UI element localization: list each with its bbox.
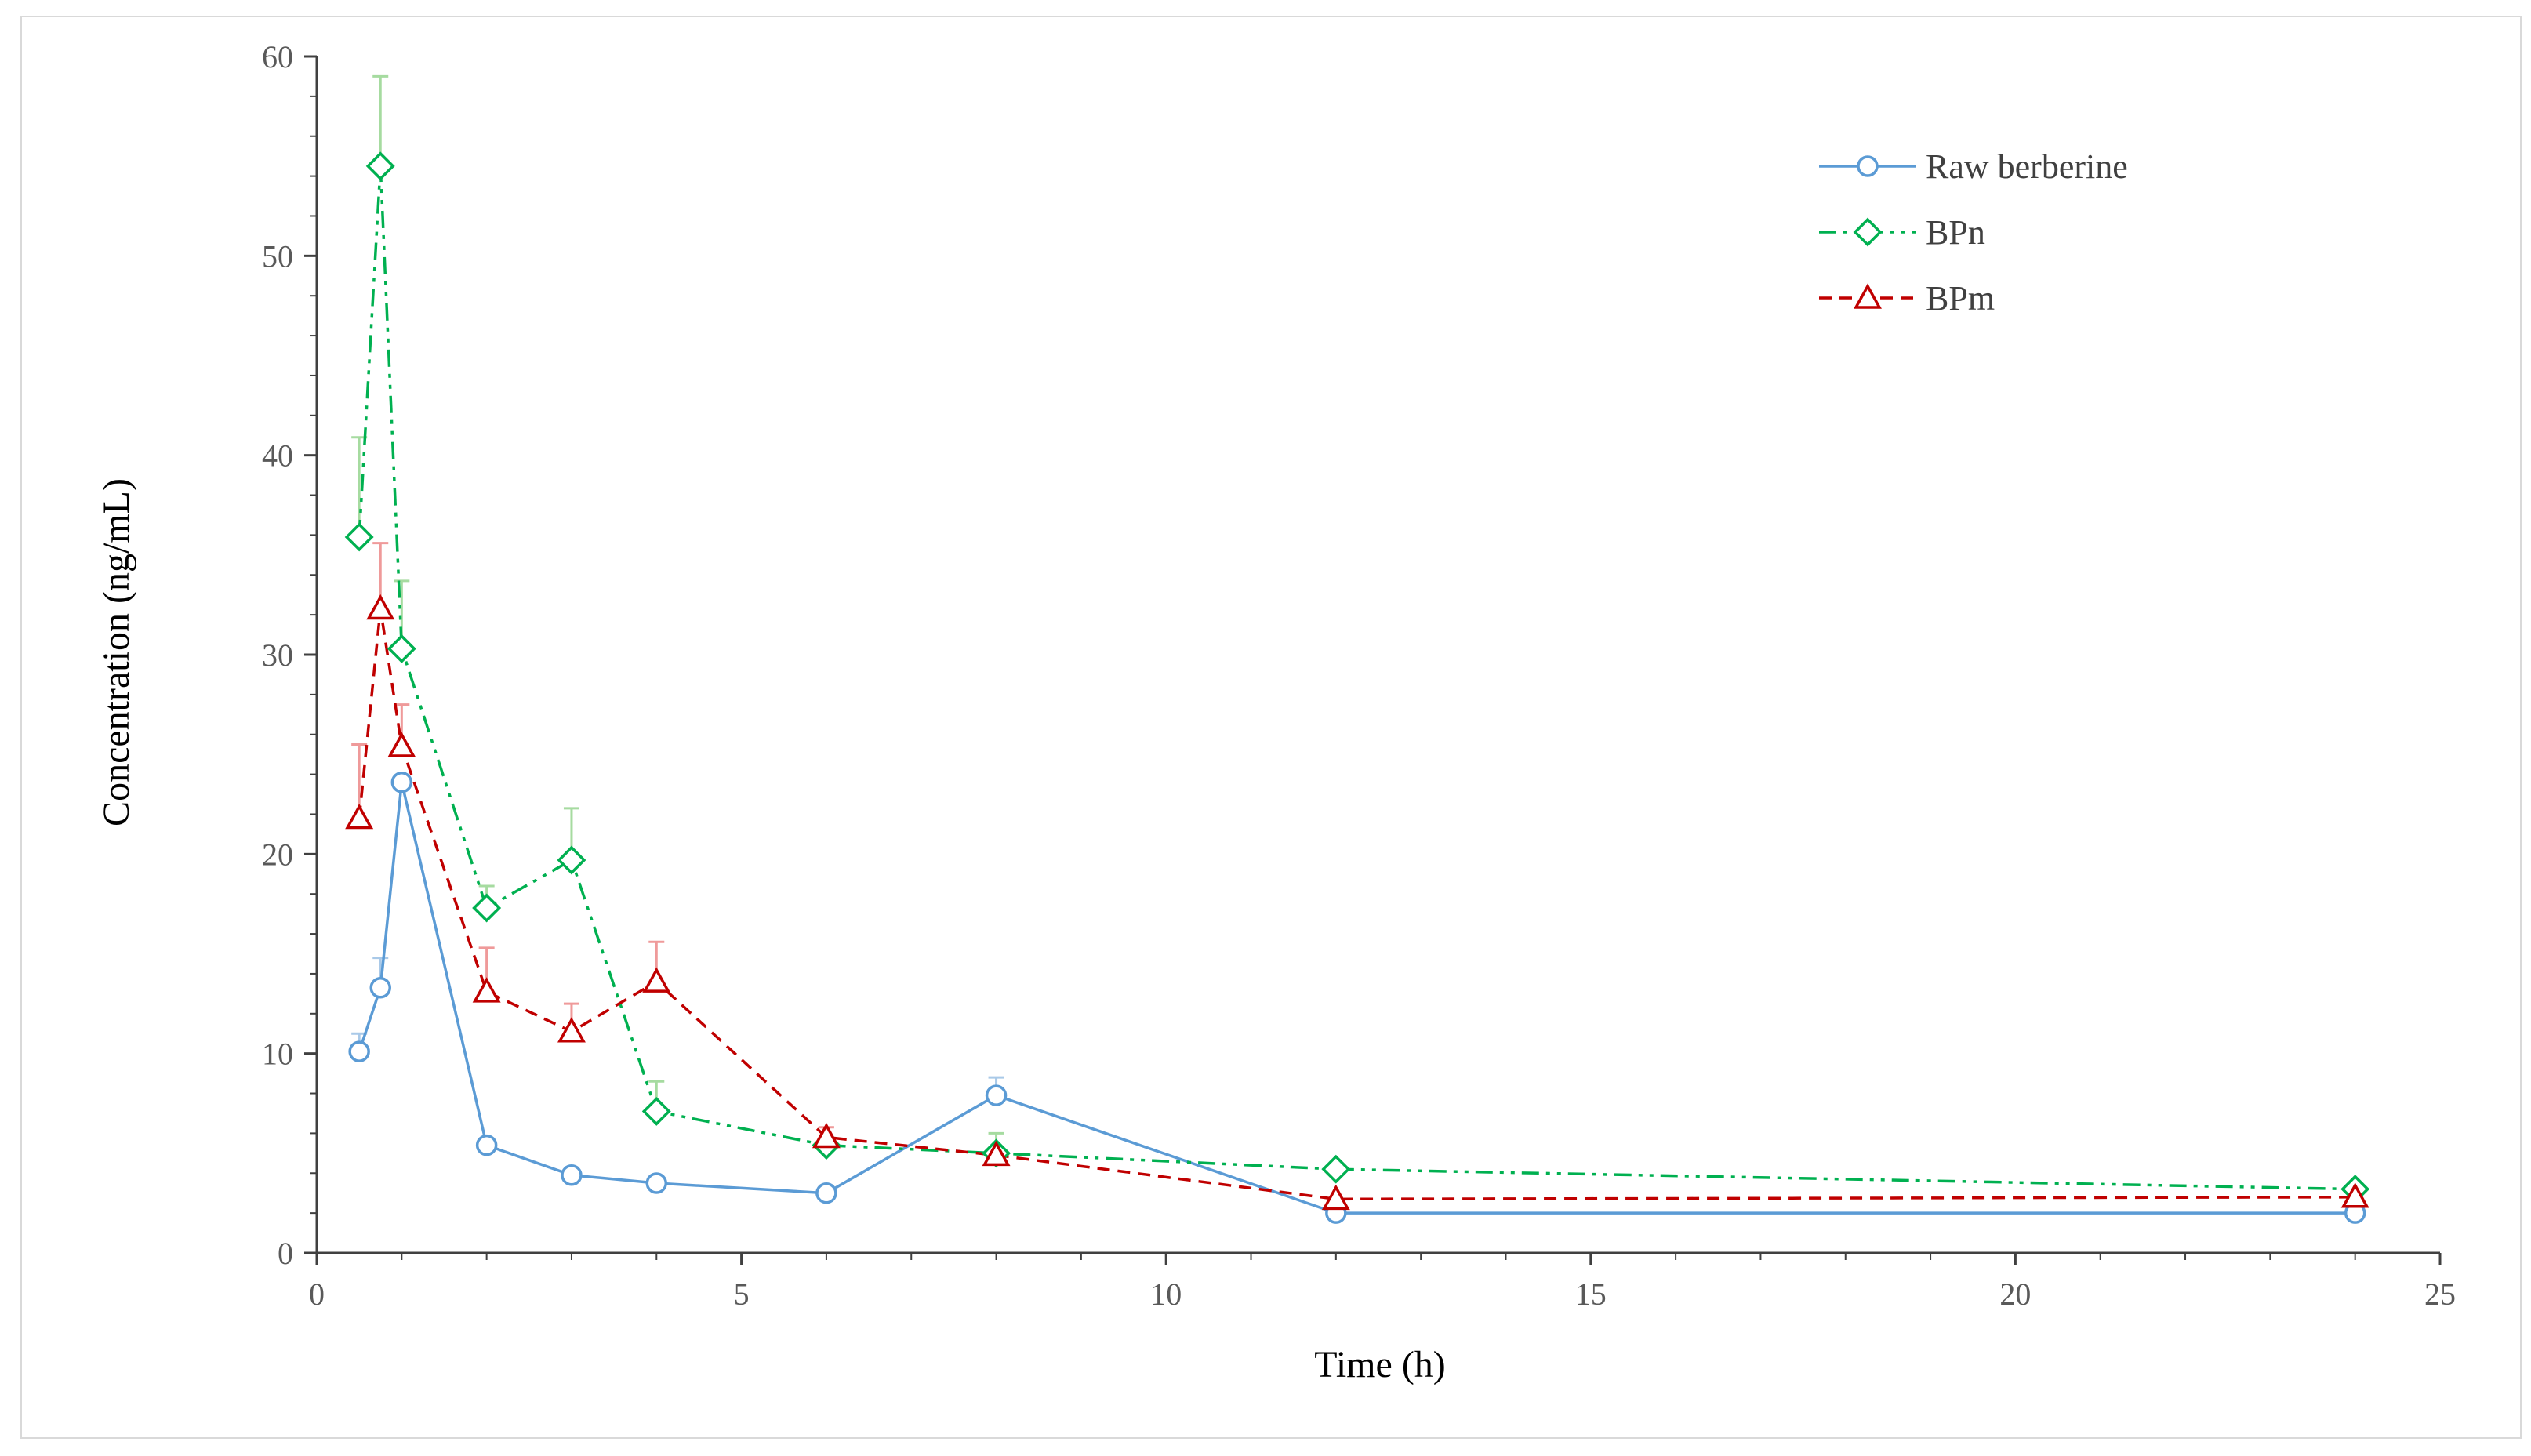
data-point-circle (645, 1172, 668, 1194)
legend-label: BPm (1926, 279, 1995, 318)
y-tick-label: 50 (262, 238, 293, 274)
data-point-triangle (1321, 1184, 1350, 1211)
series-markers (344, 151, 2370, 1224)
x-ticks: 0 5 10 15 20 25 (309, 1253, 2456, 1312)
data-point-triangle (472, 977, 501, 1003)
data-point-circle (1857, 155, 1879, 177)
x-tick-label: 15 (1575, 1276, 1607, 1312)
data-point-triangle (812, 1122, 841, 1149)
y-tick-label: 10 (262, 1037, 293, 1072)
data-point-triangle (1854, 283, 1882, 309)
y-axis-title: Concentration (ng/mL) (96, 478, 137, 826)
data-point-circle (815, 1182, 837, 1204)
y-tick-label: 40 (262, 438, 293, 474)
data-point-diamond (344, 522, 374, 552)
y-ticks: 0 10 20 30 40 50 60 (262, 39, 317, 1271)
data-point-diamond (387, 634, 416, 663)
chart-frame (20, 16, 2522, 1439)
data-point-diamond (365, 151, 395, 181)
data-point-circle (369, 976, 391, 999)
data-point-triangle (2340, 1182, 2369, 1208)
data-point-diamond (472, 893, 502, 923)
legend-label: Raw berberine (1926, 147, 2128, 186)
data-point-triangle (345, 803, 374, 830)
data-point-diamond (557, 845, 586, 875)
data-point-triangle (387, 732, 416, 757)
series-line (358, 608, 2355, 1201)
data-point-triangle (982, 1140, 1011, 1167)
legend: Raw berberine BPn BPm (1819, 147, 2128, 318)
data-point-triangle (557, 1017, 586, 1043)
x-tick-label: 0 (309, 1276, 325, 1312)
y-tick-label: 20 (262, 837, 293, 872)
data-point-circle (348, 1040, 370, 1062)
series-line (358, 782, 2355, 1215)
x-tick-label: 25 (2424, 1276, 2456, 1312)
data-point-circle (475, 1134, 498, 1156)
x-tick-label: 5 (734, 1276, 750, 1312)
data-point-triangle (366, 594, 395, 620)
data-point-circle (985, 1084, 1008, 1106)
data-point-circle (390, 772, 413, 793)
data-point-diamond (1853, 217, 1883, 247)
axes (315, 56, 2440, 1254)
data-point-diamond (641, 1096, 671, 1126)
data-point-triangle (642, 967, 671, 993)
data-point-diamond (1321, 1154, 1351, 1184)
y-tick-label: 0 (278, 1236, 293, 1271)
series-lines (358, 165, 2355, 1215)
data-point-circle (561, 1164, 583, 1186)
series-line (358, 165, 2355, 1191)
x-tick-label: 20 (1999, 1276, 2031, 1312)
y-tick-label: 30 (262, 637, 293, 673)
y-tick-label: 60 (262, 39, 293, 74)
x-axis-title: Time (h) (1314, 1344, 1446, 1385)
legend-label: BPn (1926, 213, 1985, 252)
x-tick-label: 10 (1150, 1276, 1182, 1312)
